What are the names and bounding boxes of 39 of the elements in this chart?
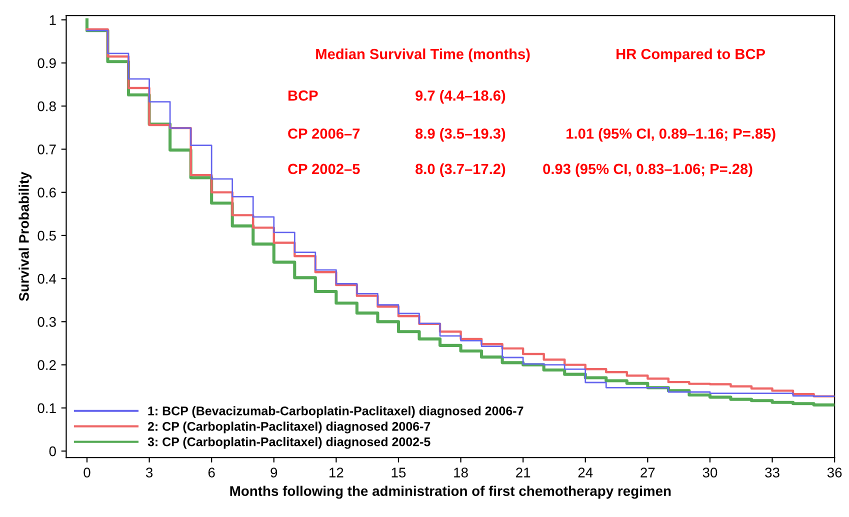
x-tick-label: 12 xyxy=(330,468,344,478)
x-tick-label: 18 xyxy=(454,468,468,478)
y-tick-label: 0.1 xyxy=(38,403,56,414)
legend-label: 2: CP (Carboplatin-Paclitaxel) diagnosed 2006-7 xyxy=(148,422,430,434)
annotation: 8.0 (3.7–17.2) xyxy=(416,163,506,178)
y-tick-label: 0.9 xyxy=(38,58,56,68)
y-axis-title: Survival Probability xyxy=(18,172,32,301)
annotation: CP 2006–7 xyxy=(288,128,360,139)
y-tick-label: 0.7 xyxy=(38,144,56,154)
x-tick-label: 9 xyxy=(270,468,278,478)
annotation: CP 2002–5 xyxy=(288,164,360,174)
x-tick-label: 6 xyxy=(208,468,215,478)
y-tick-label: 0.5 xyxy=(38,230,56,241)
x-tick-label: 33 xyxy=(765,468,780,478)
annotation: 0.93 (95% CI, 0.83–1.06; P=.28) xyxy=(543,163,752,178)
x-tick-label: 30 xyxy=(702,468,718,478)
annotation: 8.9 (3.5–19.3) xyxy=(416,128,506,142)
y-tick-label: 0.2 xyxy=(38,360,56,370)
annotation: HR Compared to BCP xyxy=(616,48,765,62)
legend-label: 1: BCP (Bevacizumab-Carboplatin-Paclitaxel) diagnosed 2006-7 xyxy=(148,406,524,418)
y-tick-label: 0 xyxy=(49,446,56,456)
annotation: Median Survival Time (months) xyxy=(316,48,530,62)
x-axis-title: Months following the administration of first chemotherapy regimen xyxy=(230,486,671,499)
legend-label: 3: CP (Carboplatin-Paclitaxel) diagnosed 2002-5 xyxy=(148,437,430,449)
x-tick-label: 24 xyxy=(578,468,593,478)
y-tick-label: 1 xyxy=(50,15,56,25)
x-tick-label: 27 xyxy=(640,468,655,478)
x-tick-label: 15 xyxy=(392,468,406,478)
y-tick-label: 0.8 xyxy=(38,101,56,112)
x-tick-label: 36 xyxy=(827,468,842,478)
x-tick-label: 0 xyxy=(84,468,90,478)
annotation: BCP xyxy=(288,90,318,101)
annotation: 1.01 (95% CI, 0.89–1.16; P=.85) xyxy=(566,128,776,142)
x-tick-label: 3 xyxy=(146,468,153,478)
y-tick-label: 0.4 xyxy=(38,274,56,284)
y-tick-label: 0.3 xyxy=(38,317,56,327)
y-tick-label: 0.6 xyxy=(38,188,56,198)
annotation: 9.7 (4.4–18.6) xyxy=(416,90,506,104)
x-tick-label: 21 xyxy=(516,468,530,478)
